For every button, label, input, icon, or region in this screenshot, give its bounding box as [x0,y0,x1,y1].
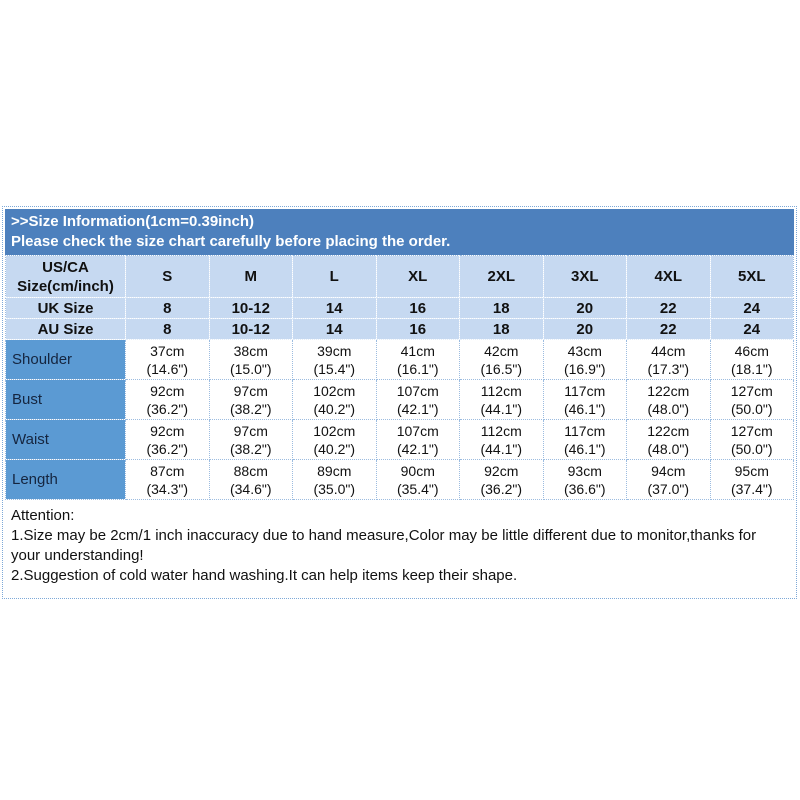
measurement-cell: 37cm (14.6") [125,339,210,380]
measurement-row-shoulder: Shoulder 37cm (14.6") 38cm (15.0") 39cm … [5,339,794,380]
measurement-cell: 41cm (16.1") [375,339,460,380]
attention-section: Attention: 1.Size may be 2cm/1 inch inac… [5,500,794,596]
size-header-cell: 3XL [542,255,627,298]
measurement-cell: 46cm (18.1") [709,339,794,380]
measurement-cell: 112cm (44.1") [459,379,544,420]
au-size-value: 16 [375,318,460,340]
au-size-value: 24 [709,318,794,340]
au-size-value: 8 [125,318,210,340]
uk-size-value: 10-12 [208,297,293,319]
measurement-cell: 122cm (48.0") [626,379,711,420]
au-size-value: 22 [626,318,711,340]
uk-size-value: 24 [709,297,794,319]
size-header-cell: 2XL [459,255,544,298]
uk-size-row: UK Size 8 10-12 14 16 18 20 22 24 [5,297,794,319]
uk-size-value: 16 [375,297,460,319]
size-header-cell: 5XL [709,255,794,298]
measurement-cell: 102cm (40.2") [292,379,377,420]
size-header-cell: M [208,255,293,298]
row-label-cell: Length [5,459,126,500]
measurement-cell: 92cm (36.2") [125,379,210,420]
measurement-cell: 102cm (40.2") [292,419,377,460]
attention-title: Attention: [11,507,75,524]
size-table: US/CA Size(cm/inch) S M L XL 2XL 3XL 4XL… [5,255,794,500]
uk-size-value: 20 [542,297,627,319]
measurement-cell: 43cm (16.9") [542,339,627,380]
measurement-cell: 39cm (15.4") [292,339,377,380]
au-size-label: AU Size [5,318,126,340]
au-size-value: 10-12 [208,318,293,340]
measurement-cell: 42cm (16.5") [459,339,544,380]
measurement-row-length: Length 87cm (34.3") 88cm (34.6") 89cm (3… [5,459,794,500]
size-info-banner: >>Size Information(1cm=0.39inch) Please … [5,209,794,255]
measurement-row-bust: Bust 92cm (36.2") 97cm (38.2") 102cm (40… [5,379,794,420]
corner-header-cell: US/CA Size(cm/inch) [5,255,126,298]
measurement-cell: 97cm (38.2") [208,419,293,460]
measurement-cell: 87cm (34.3") [125,459,210,500]
size-header-cell: S [125,255,210,298]
measurement-cell: 117cm (46.1") [542,419,627,460]
banner-subtitle: Please check the size chart carefully be… [11,233,451,250]
measurement-cell: 92cm (36.2") [125,419,210,460]
measurement-cell: 38cm (15.0") [208,339,293,380]
measurement-cell: 107cm (42.1") [375,379,460,420]
uk-size-label: UK Size [5,297,126,319]
au-size-row: AU Size 8 10-12 14 16 18 20 22 24 [5,318,794,340]
measurement-cell: 127cm (50.0") [709,419,794,460]
measurement-cell: 95cm (37.4") [709,459,794,500]
au-size-value: 20 [542,318,627,340]
measurement-cell: 127cm (50.0") [709,379,794,420]
row-label-cell: Shoulder [5,339,126,380]
attention-note-1: 1.Size may be 2cm/1 inch inaccuracy due … [11,527,757,564]
measurement-cell: 89cm (35.0") [292,459,377,500]
measurement-cell: 93cm (36.6") [542,459,627,500]
uk-size-value: 22 [626,297,711,319]
measurement-cell: 94cm (37.0") [626,459,711,500]
uk-size-value: 14 [292,297,377,319]
measurement-row-waist: Waist 92cm (36.2") 97cm (38.2") 102cm (4… [5,419,794,460]
size-header-cell: L [292,255,377,298]
row-label-cell: Bust [5,379,126,420]
measurement-cell: 97cm (38.2") [208,379,293,420]
measurement-cell: 122cm (48.0") [626,419,711,460]
uk-size-value: 18 [459,297,544,319]
row-label-cell: Waist [5,419,126,460]
uk-size-value: 8 [125,297,210,319]
attention-note-2: 2.Suggestion of cold water hand washing.… [11,567,518,584]
au-size-value: 18 [459,318,544,340]
size-header-cell: XL [375,255,460,298]
measurement-cell: 117cm (46.1") [542,379,627,420]
measurement-cell: 112cm (44.1") [459,419,544,460]
size-header-row: US/CA Size(cm/inch) S M L XL 2XL 3XL 4XL… [5,255,794,298]
measurement-cell: 44cm (17.3") [626,339,711,380]
measurement-cell: 90cm (35.4") [375,459,460,500]
au-size-value: 14 [292,318,377,340]
measurement-cell: 92cm (36.2") [459,459,544,500]
size-chart-block: >>Size Information(1cm=0.39inch) Please … [2,206,797,599]
size-header-cell: 4XL [626,255,711,298]
measurement-cell: 88cm (34.6") [208,459,293,500]
measurement-cell: 107cm (42.1") [375,419,460,460]
banner-title: >>Size Information(1cm=0.39inch) [11,213,254,230]
